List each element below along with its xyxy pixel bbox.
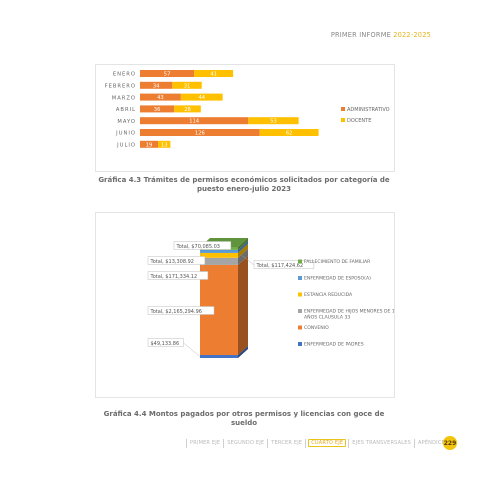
bar-docente	[194, 70, 234, 77]
report-years: 2022-2025	[393, 31, 431, 39]
legend-label: ENFERMEDAD DE HIJOS MENORES DE 12 AÑOS CL…	[304, 309, 394, 321]
data-label: Total, $13,308.92	[150, 259, 194, 265]
label-leader	[241, 255, 255, 266]
column-segment-front	[200, 257, 238, 265]
category-label: FEBRERO	[105, 84, 136, 90]
legend-label: ENFERMEDAD DE ESPOSO(A)	[304, 276, 371, 282]
legend-swatch	[298, 292, 302, 297]
bar-administrativo	[140, 93, 181, 101]
bar-administrativo	[140, 140, 159, 148]
category-label: ABRIL	[116, 107, 136, 113]
column-segment-side	[238, 346, 248, 358]
data-label: Total, $70,085.03	[176, 244, 220, 250]
chart-4-3: ENERO 57 41 FEBRERO 34 31 MARZO 43 44 ABRIL 36 28 MA…	[105, 70, 390, 149]
legend-swatch	[298, 259, 302, 264]
nav-separator	[413, 438, 415, 448]
chart-4-4: $49,133.86 Total, $2,165,294.96 Total, $17…	[147, 238, 398, 358]
nav-tab-tercer-eje[interactable]: TERCER EJE	[271, 440, 303, 446]
running-header: PRIMER INFORME 2022-2025	[331, 31, 431, 39]
bar-docente	[180, 93, 223, 101]
nav-separator	[348, 438, 350, 448]
legend-label: CONVENIO	[304, 325, 329, 331]
bar-docente	[259, 129, 319, 136]
data-label: 36	[154, 107, 161, 113]
category-label: MAYO	[117, 119, 136, 125]
data-label: Total, $2,165,294.96	[150, 309, 202, 315]
bar-docente	[248, 117, 299, 125]
label-leader	[183, 342, 201, 357]
chart-4-3-caption: Gráfica 4.3 Trámites de permisos económi…	[98, 176, 390, 193]
legend-label: ADMINISTRATIVO	[347, 107, 390, 113]
nav-separator	[305, 438, 307, 448]
data-label: 62	[286, 131, 293, 137]
data-label-box	[173, 241, 232, 250]
legend-label: ESTANCIA REDUCIDA	[304, 292, 353, 298]
legend-swatch	[298, 342, 302, 346]
data-label: Total, $171,334.12	[150, 274, 198, 280]
data-label-box	[147, 271, 209, 280]
data-label: Total, $117,424.62	[256, 263, 304, 269]
section-nav: PRIMER EJE SEGUNDO EJE TERCER EJE CUARTO EJ…	[184, 437, 451, 449]
data-label-box	[253, 260, 315, 269]
nav-tab-primer-eje[interactable]: PRIMER EJE	[190, 440, 221, 446]
legend-label: FALLECIMIENTO DE FAMILIAR	[304, 259, 371, 265]
data-label-box	[147, 306, 215, 315]
legend-swatch	[298, 325, 302, 330]
chart-4-4-panel: $49,133.86 Total, $2,165,294.96 Total, $17…	[95, 212, 398, 398]
legend-label: DOCENTE	[347, 118, 371, 124]
legend-label: ENFERMEDAD DE PADRES	[304, 342, 364, 348]
legend-swatch	[298, 309, 302, 313]
nav-separator	[223, 438, 225, 448]
nav-tab-ejes-transversales[interactable]: EJES TRANSVERSALES	[352, 440, 411, 446]
data-label: 114	[189, 119, 200, 125]
bar-docente	[174, 105, 201, 113]
data-label: 43	[157, 95, 164, 101]
nav-separator	[186, 438, 187, 448]
column-segment-side	[238, 243, 248, 258]
report-title: PRIMER INFORME	[330, 31, 391, 39]
data-label-box	[147, 338, 184, 347]
legend-swatch	[341, 107, 345, 111]
data-label: 44	[198, 95, 205, 101]
category-label: ENERO	[113, 72, 136, 78]
nav-tab-cuarto-eje[interactable]: CUARTO EJE	[308, 439, 347, 447]
column-segment-front	[200, 249, 238, 253]
column-segment-side	[238, 248, 248, 265]
data-label: $49,133.86	[151, 341, 180, 347]
bar-docente	[172, 81, 202, 89]
data-label: 57	[164, 72, 171, 78]
bar-administrativo	[140, 105, 175, 113]
column-segment-front	[200, 252, 238, 258]
data-label: 41	[210, 72, 217, 78]
nav-tab-segundo-eje[interactable]: SEGUNDO EJE	[227, 440, 265, 446]
legend-swatch	[341, 118, 345, 122]
data-label: 19	[146, 142, 153, 148]
column-segment-side	[238, 240, 248, 253]
column-segment-front	[200, 355, 238, 358]
bar-administrativo	[140, 129, 260, 136]
data-label: 126	[195, 131, 205, 137]
page-number: 229	[443, 436, 457, 450]
chart-4-3-panel: ENERO 57 41 FEBRERO 34 31 MARZO 43 44 ABRIL 36 28 MA…	[95, 64, 395, 172]
bar-docente	[158, 140, 171, 148]
nav-separator	[267, 438, 269, 448]
bar-administrativo	[140, 70, 195, 77]
data-label: 34	[153, 83, 160, 89]
nav-tab-apendice[interactable]: APÉNDICE	[417, 440, 445, 446]
category-label: JULIO	[116, 143, 136, 149]
data-label: 28	[184, 107, 191, 113]
category-label: JUNIO	[115, 131, 136, 137]
data-label: 31	[184, 83, 191, 89]
column-segment-side	[238, 238, 248, 250]
chart-4-4-caption: Gráfica 4.4 Montos pagados por otros per…	[103, 410, 385, 427]
bar-administrativo	[140, 117, 249, 125]
category-label: MARZO	[112, 95, 136, 101]
bar-administrativo	[140, 81, 173, 89]
data-label-box	[147, 256, 206, 265]
legend-swatch	[298, 276, 302, 280]
data-label: 13	[161, 142, 168, 148]
column-segment-side	[238, 255, 248, 355]
data-label: 53	[270, 119, 277, 125]
